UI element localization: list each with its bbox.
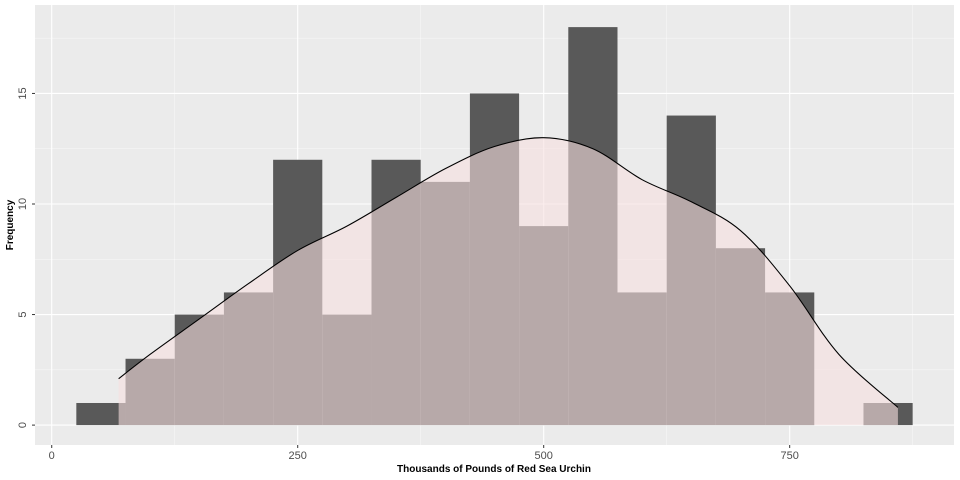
histogram-bar [76, 402, 126, 426]
density-area [118, 137, 898, 426]
x-tick-label: 500 [535, 450, 553, 462]
x-tick-label: 0 [49, 450, 55, 462]
density-layer [118, 137, 899, 426]
x-tick-label: 250 [289, 450, 307, 462]
y-tick-label: 0 [17, 422, 29, 428]
y-tick-label: 15 [17, 87, 29, 99]
x-tick-label: 750 [781, 450, 799, 462]
density-line [118, 137, 899, 408]
y-axis-ticks: 0 5 10 15 [17, 87, 35, 428]
x-axis-title: Thousands of Pounds of Red Sea Urchin [397, 464, 591, 475]
y-tick-label: 5 [17, 311, 29, 317]
y-tick-label: 10 [17, 198, 29, 210]
x-axis-ticks: 0 250 500 750 [49, 445, 799, 462]
y-axis-title: Frequency [5, 199, 16, 250]
